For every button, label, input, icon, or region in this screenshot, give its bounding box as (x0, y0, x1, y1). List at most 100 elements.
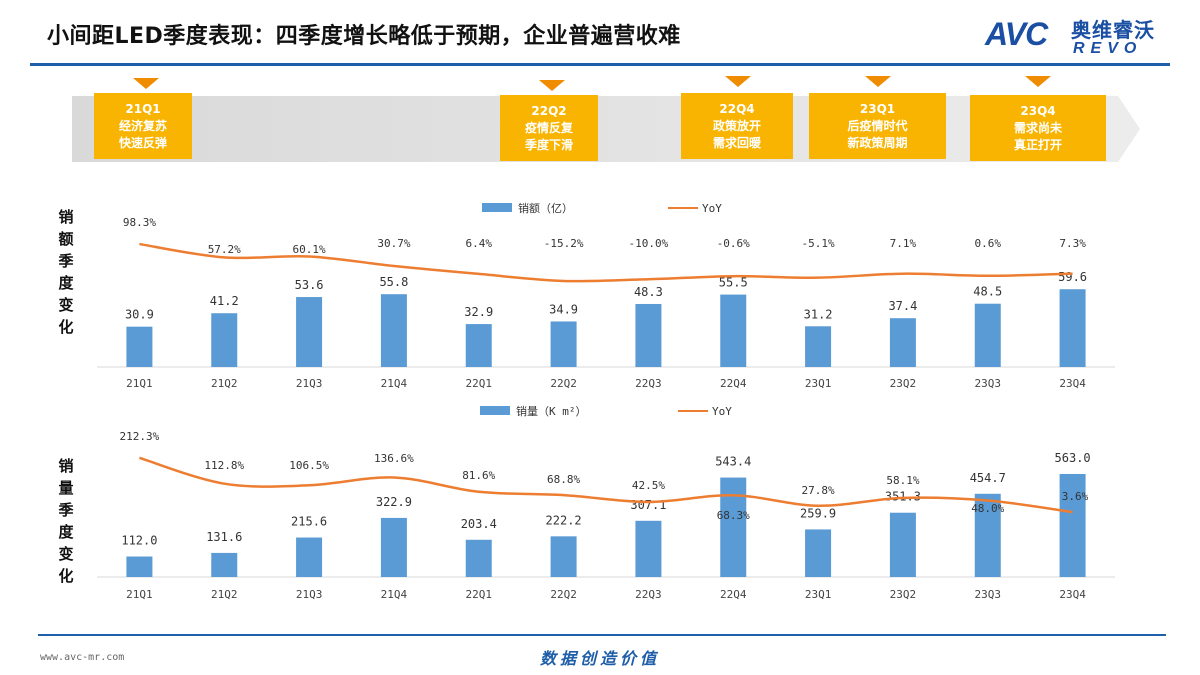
timeline-events: 21Q1 经济复苏 快速反弹 22Q2 疫情反复 季度下滑 22Q4 政策放开 … (0, 0, 1200, 170)
yoy-value-label: 98.3% (123, 216, 156, 229)
event-line1: 需求尚未 (1013, 120, 1062, 135)
event-line1: 后疫情时代 (847, 118, 908, 133)
bar-value-label: 34.9 (549, 302, 578, 316)
legend-swatch-bar (480, 406, 510, 415)
bar-value-label: 31.2 (804, 307, 833, 321)
bar (126, 326, 153, 367)
event-23q4: 23Q4 需求尚未 真正打开 (970, 95, 1106, 161)
bar-value-label: 563.0 (1055, 451, 1091, 465)
x-tick-label: 21Q4 (381, 588, 408, 601)
x-tick-label: 23Q4 (1059, 377, 1086, 390)
bar-value-label: 322.9 (376, 495, 412, 509)
event-quarter: 21Q1 (125, 101, 161, 116)
side-label-sales-value: 销额季度变化 (58, 208, 74, 336)
event-marker-22q4 (725, 76, 751, 87)
yoy-value-label: 27.8% (802, 484, 835, 497)
event-line2: 季度下滑 (524, 137, 573, 152)
x-tick-label: 22Q3 (635, 588, 662, 601)
event-marker-22q2 (539, 80, 565, 91)
x-tick-label: 21Q2 (211, 377, 238, 390)
bar (1059, 289, 1086, 367)
event-22q2: 22Q2 疫情反复 季度下滑 (500, 95, 598, 161)
x-tick-label: 21Q3 (296, 377, 323, 390)
yoy-value-label: 0.6% (975, 237, 1002, 250)
bar-value-label: 55.8 (379, 275, 408, 289)
yoy-value-label: 7.3% (1059, 237, 1086, 250)
event-line2: 需求回暖 (712, 135, 761, 150)
x-tick-label: 22Q4 (720, 377, 747, 390)
event-quarter: 23Q1 (859, 101, 896, 116)
x-tick-label: 22Q1 (466, 588, 493, 601)
bar (296, 537, 323, 577)
bar-value-label: 37.4 (888, 299, 917, 313)
bar (296, 297, 323, 367)
x-tick-label: 21Q1 (126, 588, 153, 601)
footer-divider (38, 634, 1166, 636)
bar-value-label: 222.2 (546, 513, 582, 527)
yoy-value-label: 68.8% (547, 473, 580, 486)
bar (380, 294, 407, 367)
event-line2: 快速反弹 (118, 135, 167, 150)
x-tick-label: 23Q1 (805, 588, 832, 601)
yoy-value-label: 58.1% (886, 474, 919, 487)
x-tick-label: 22Q3 (635, 377, 662, 390)
event-21q1: 21Q1 经济复苏 快速反弹 (94, 93, 192, 159)
header-divider (30, 63, 1170, 66)
bar-value-label: 112.0 (121, 534, 157, 548)
event-22q4: 22Q4 政策放开 需求回暖 (681, 93, 793, 159)
event-23q1: 23Q1 后疫情时代 新政策周期 (809, 93, 946, 159)
bar (211, 313, 238, 367)
bar-value-label: 32.9 (464, 305, 493, 319)
x-tick-label: 21Q1 (126, 377, 153, 390)
bar-value-label: 215.6 (291, 515, 327, 529)
legend-label-line: YoY (712, 405, 732, 418)
bar (550, 536, 577, 577)
x-tick-label: 21Q2 (211, 588, 238, 601)
yoy-value-label: 212.3% (120, 430, 160, 443)
yoy-value-label: 106.5% (289, 459, 329, 472)
bar (720, 477, 747, 577)
yoy-line (139, 242, 1073, 283)
page-title: 小间距LED季度表现：四季度增长略低于预期，企业普遍营收难 (47, 24, 681, 49)
event-quarter: 22Q2 (531, 103, 567, 118)
event-marker-23q4 (1025, 76, 1051, 87)
yoy-value-label: 30.7% (377, 237, 410, 250)
event-line1: 政策放开 (712, 118, 761, 133)
bar-value-label: 454.7 (970, 471, 1006, 485)
bar (720, 294, 747, 367)
bar (1059, 473, 1086, 577)
x-tick-label: 22Q2 (550, 588, 577, 601)
event-quarter: 22Q4 (719, 101, 755, 116)
bar (974, 493, 1001, 577)
yoy-value-label: 57.2% (208, 243, 241, 256)
bar (211, 552, 238, 577)
bar-value-label: 55.5 (719, 276, 748, 290)
yoy-value-label: -10.0% (629, 237, 669, 250)
logo-en-text: REVO (1073, 40, 1143, 57)
legend-label-bar: 销量（K m²） (516, 404, 587, 418)
event-line1: 疫情反复 (524, 120, 573, 135)
x-tick-label: 22Q1 (466, 377, 493, 390)
x-tick-label: 23Q4 (1059, 588, 1086, 601)
yoy-value-label: 48.0% (971, 502, 1004, 515)
legend-label-bar: 销额（亿） (518, 201, 573, 215)
logo-cn-text: 奥维睿沃 (1071, 18, 1155, 42)
x-tick-label: 23Q2 (890, 588, 917, 601)
bar (635, 303, 662, 367)
bar-value-label: 59.6 (1058, 270, 1087, 284)
bar-value-label: 41.2 (210, 294, 239, 308)
x-tick-label: 21Q3 (296, 588, 323, 601)
yoy-value-label: 60.1% (293, 243, 326, 256)
yoy-value-label: -0.6% (717, 237, 750, 250)
bar-value-label: 48.3 (634, 285, 663, 299)
event-quarter: 23Q4 (1020, 103, 1056, 118)
x-tick-label: 23Q2 (890, 377, 917, 390)
legend-swatch-bar (482, 203, 512, 212)
bar-value-label: 203.4 (461, 517, 497, 531)
bar (550, 321, 577, 367)
yoy-value-label: 136.6% (374, 452, 414, 465)
yoy-value-label: 7.1% (890, 237, 917, 250)
side-label-sales-volume: 销量季度变化 (58, 457, 74, 585)
footer-slogan: 数据创造价值 (539, 649, 660, 668)
